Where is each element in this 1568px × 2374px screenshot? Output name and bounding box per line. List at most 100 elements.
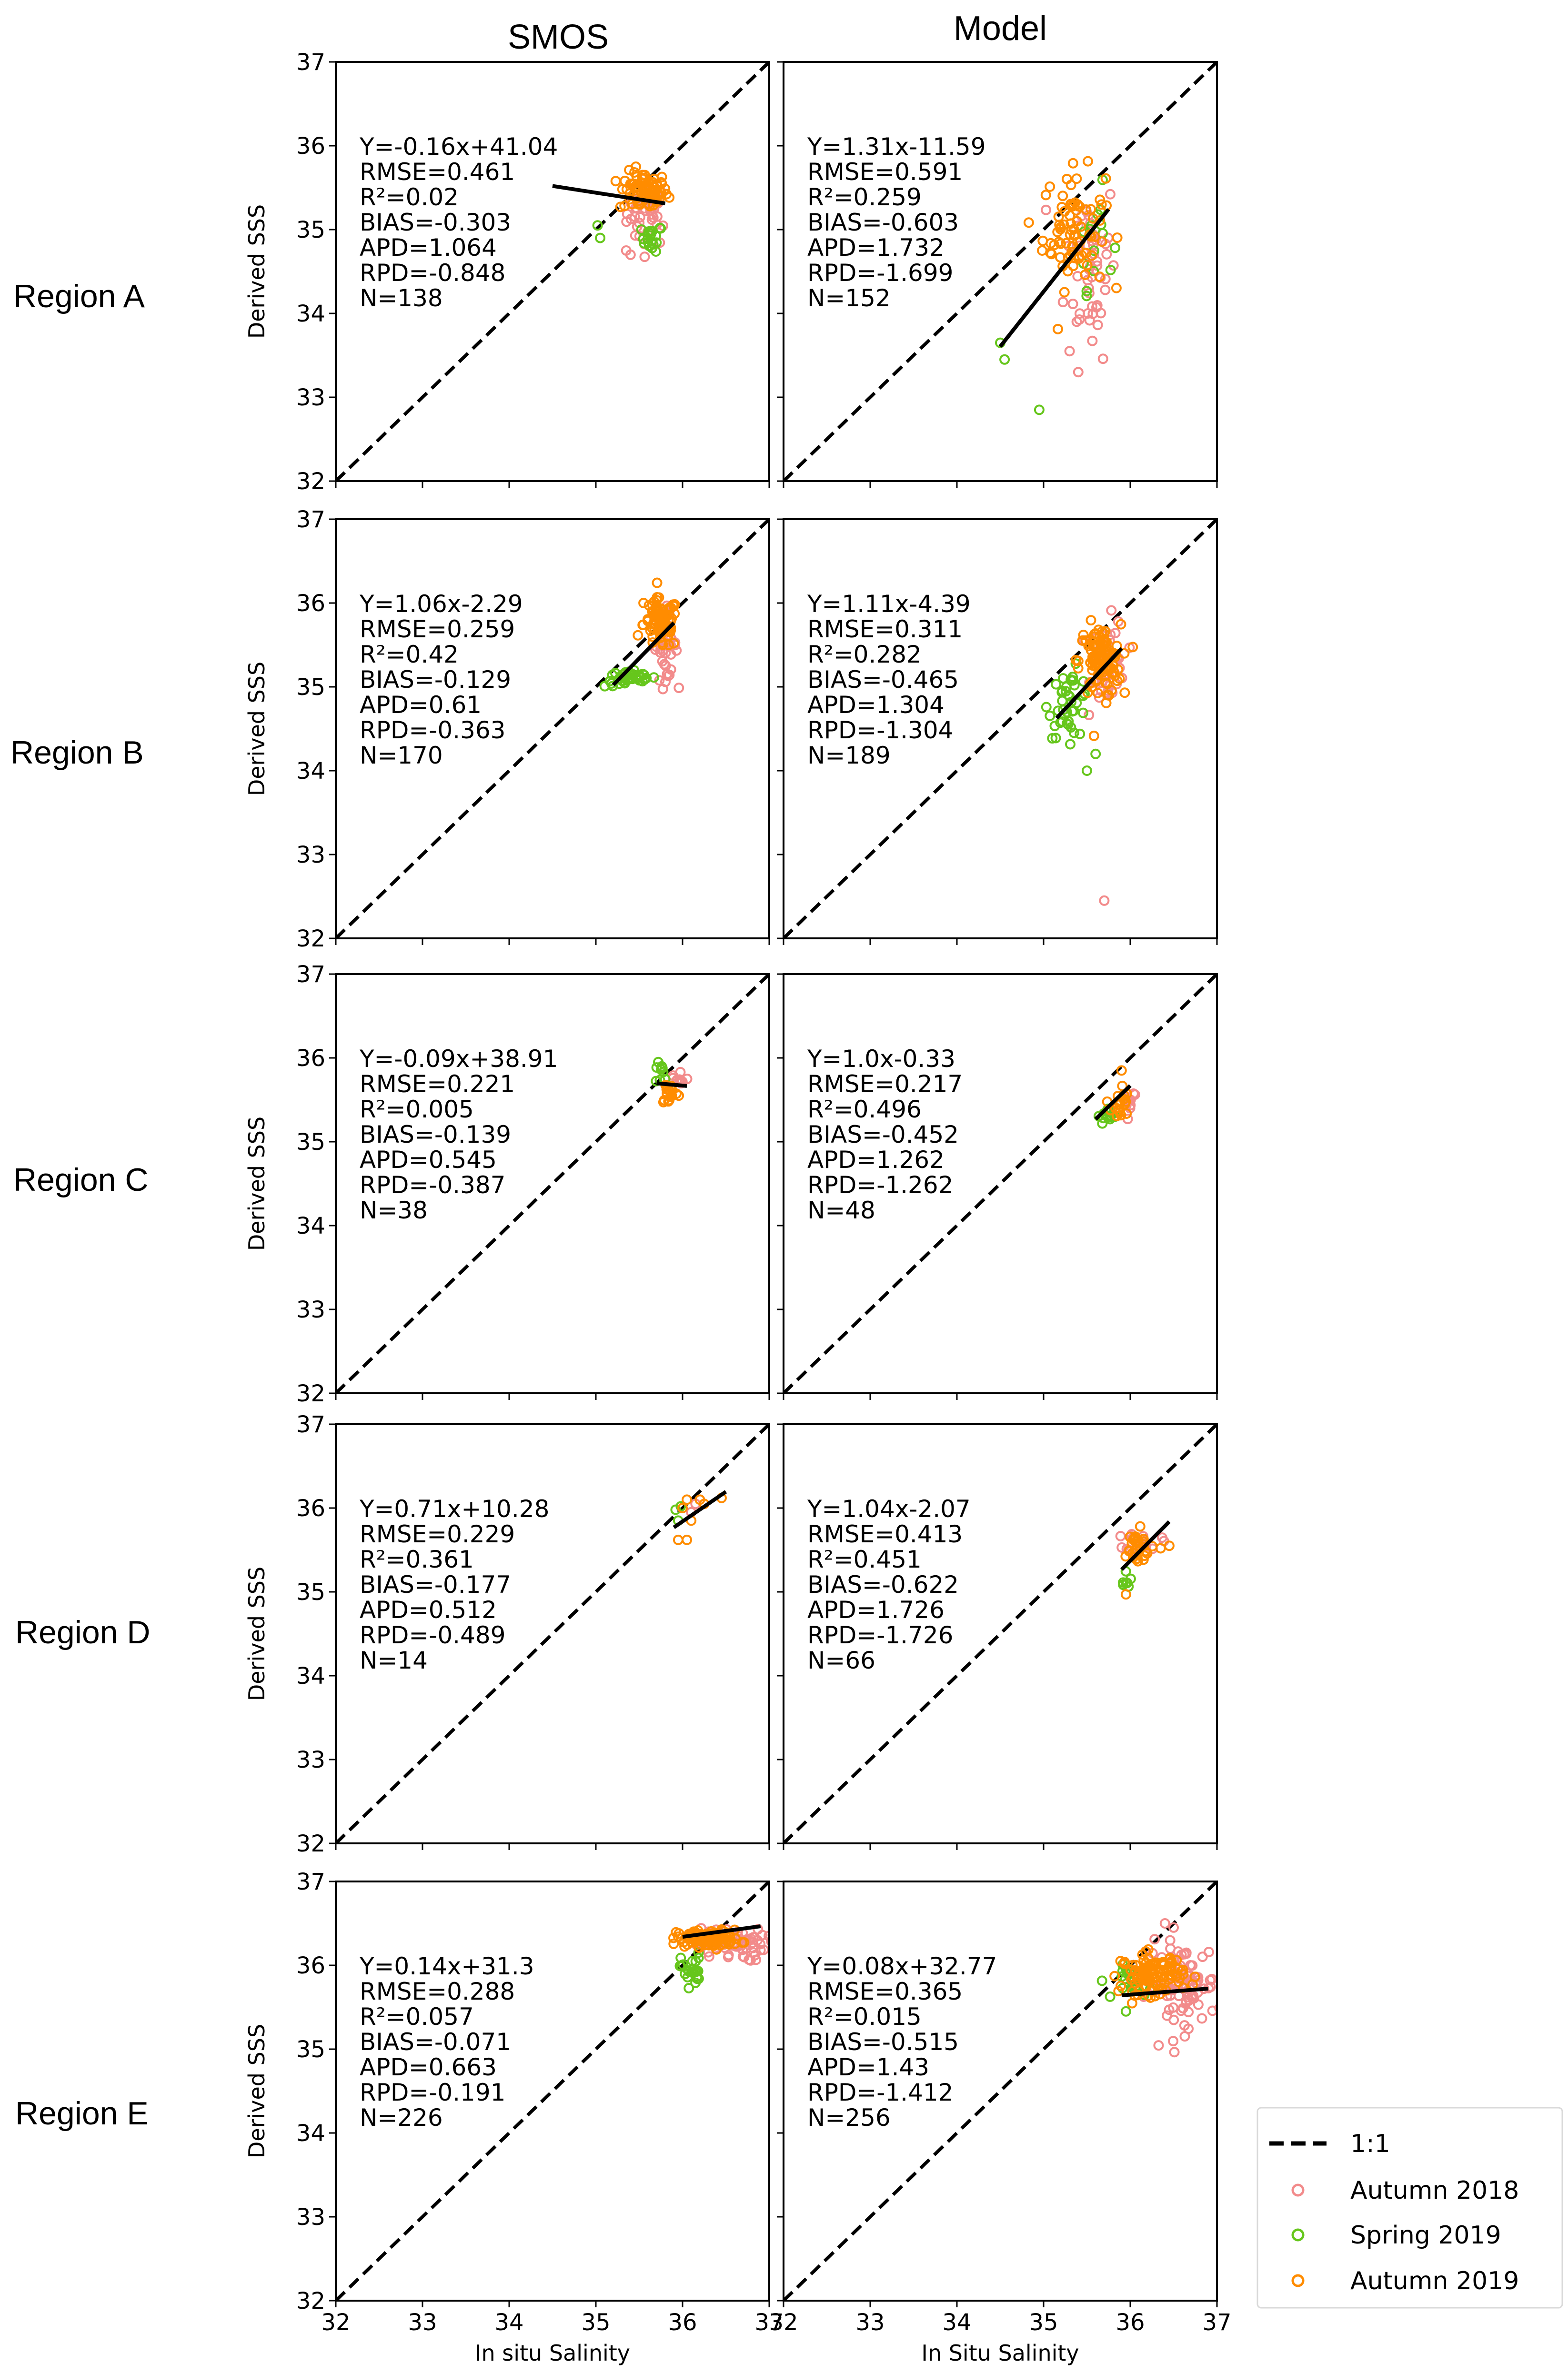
data-point-autumn2019 [639, 172, 650, 183]
data-point-autumn2019 [1119, 648, 1130, 659]
y-tick-label: 34 [296, 2120, 325, 2147]
data-point-spring2019 [1068, 727, 1079, 738]
data-point-autumn2019 [621, 184, 632, 195]
data-point-autumn2018 [1196, 2013, 1207, 2024]
stat-line: Y=0.71x+10.28 [359, 1495, 549, 1523]
data-point-autumn2019 [1073, 655, 1084, 666]
stat-line: R²=0.496 [807, 1096, 922, 1123]
data-point-autumn2019 [654, 623, 665, 634]
data-point-spring2019 [1090, 748, 1101, 759]
panel-region-a-model: Y=1.31x-11.59RMSE=0.591R²=0.259BIAS=-0.6… [777, 61, 1218, 488]
regression-line [682, 1924, 761, 1939]
y-tick-label: 36 [296, 1495, 325, 1522]
data-point-autumn2019 [1094, 271, 1105, 282]
stat-line: N=48 [807, 1197, 875, 1224]
stat-line: RMSE=0.288 [360, 1978, 515, 2005]
data-point-autumn2019 [1130, 1531, 1141, 1542]
regression-line [656, 1081, 687, 1088]
data-point-autumn2018 [1084, 315, 1095, 326]
stat-line: RMSE=0.229 [360, 1520, 515, 1548]
stat-line: BIAS=-0.603 [807, 209, 959, 236]
data-point-spring2019 [1078, 707, 1089, 718]
data-point-spring2019 [1082, 765, 1092, 776]
stat-line: APD=1.726 [807, 1596, 945, 1624]
y-tick-label: 33 [296, 1747, 325, 1773]
data-point-autumn2018 [1168, 1922, 1179, 1933]
data-point-autumn2018 [1092, 300, 1103, 311]
data-point-autumn2019 [659, 1095, 670, 1106]
regression-line [1120, 1520, 1171, 1571]
data-point-autumn2018 [659, 659, 670, 670]
data-point-autumn2019 [1078, 629, 1089, 640]
data-point-autumn2019 [1023, 217, 1034, 228]
scatter-points [995, 156, 1123, 415]
legend: 1:1 Autumn 2018 Spring 2019 Autumn 2019 [1256, 2107, 1563, 2309]
data-point-autumn2019 [677, 1503, 688, 1513]
stat-line: RPD=-1.699 [807, 259, 953, 287]
data-point-autumn2019 [1171, 1971, 1182, 1982]
data-point-autumn2018 [1100, 273, 1111, 284]
data-point-autumn2019 [653, 605, 663, 616]
data-point-autumn2019 [1086, 615, 1096, 626]
data-point-autumn2019 [1062, 266, 1073, 277]
data-point-autumn2019 [1084, 229, 1095, 240]
stat-line: APD=0.512 [360, 1596, 497, 1624]
data-point-autumn2019 [1077, 635, 1088, 646]
data-point-autumn2019 [1127, 642, 1138, 653]
data-point-spring2019 [1068, 705, 1079, 716]
plot-frame [783, 1881, 1218, 2302]
y-tick-label: 34 [296, 301, 325, 327]
data-point-autumn2019 [1071, 173, 1082, 184]
x-tick-label: 36 [668, 2309, 697, 2336]
row-label-region-a: Region A [13, 278, 145, 314]
data-point-autumn2018 [750, 1950, 761, 1961]
one-to-one-line [784, 62, 1217, 481]
data-point-autumn2019 [1127, 1960, 1138, 1971]
data-point-autumn2018 [1064, 346, 1075, 357]
stat-line: APD=1.732 [807, 234, 945, 262]
stat-line: R²=0.259 [807, 183, 922, 211]
data-point-spring2019 [1050, 733, 1061, 744]
one-to-one-line [784, 974, 1217, 1393]
data-point-autumn2019 [638, 598, 649, 608]
one-to-one-line [784, 1424, 1217, 1843]
data-point-autumn2019 [1089, 231, 1100, 242]
data-point-autumn2019 [1080, 635, 1091, 646]
data-point-autumn2018 [625, 249, 636, 260]
y-tick-label: 36 [296, 590, 325, 617]
regression-line [998, 208, 1110, 348]
stat-line: N=189 [807, 742, 891, 769]
stat-line: N=14 [360, 1647, 428, 1674]
data-point-spring2019 [1105, 1991, 1116, 2002]
data-point-autumn2019 [619, 201, 630, 211]
x-tick-label: 37 [754, 2309, 784, 2336]
stat-line: RPD=-0.489 [360, 1621, 505, 1649]
data-point-autumn2019 [1109, 1971, 1120, 1982]
stat-line: RPD=-1.412 [807, 2079, 953, 2106]
data-point-spring2019 [595, 232, 606, 243]
data-point-autumn2019 [1116, 619, 1126, 630]
stat-line: R²=0.451 [807, 1546, 922, 1573]
one-to-one-line [336, 62, 769, 481]
data-point-autumn2019 [1115, 1099, 1126, 1110]
plot-frame [783, 973, 1218, 1394]
data-point-autumn2019 [1113, 1986, 1124, 1997]
y-tick-label: 32 [296, 1380, 325, 1407]
data-point-autumn2019 [1045, 181, 1055, 192]
y-tick-label: 32 [296, 2288, 325, 2314]
stat-line: Y=0.14x+31.3 [359, 1952, 534, 1980]
stat-line: APD=0.663 [360, 2053, 497, 2081]
data-point-spring2019 [1047, 733, 1058, 744]
data-point-autumn2019 [1086, 250, 1097, 261]
x-tick-label: 32 [769, 2309, 798, 2336]
y-tick-label: 32 [296, 468, 325, 495]
y-tick-label: 37 [296, 49, 325, 76]
data-point-autumn2019 [1097, 653, 1108, 664]
data-point-autumn2019 [649, 596, 660, 607]
data-point-autumn2018 [1101, 249, 1112, 260]
stat-line: N=138 [360, 284, 443, 312]
data-point-autumn2018 [737, 1951, 748, 1962]
stat-line: N=256 [807, 2104, 891, 2132]
data-point-spring2019 [1041, 702, 1052, 713]
